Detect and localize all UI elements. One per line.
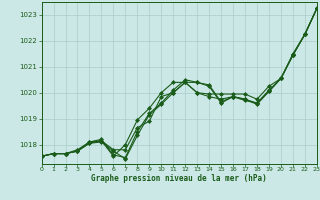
X-axis label: Graphe pression niveau de la mer (hPa): Graphe pression niveau de la mer (hPa) bbox=[91, 174, 267, 183]
